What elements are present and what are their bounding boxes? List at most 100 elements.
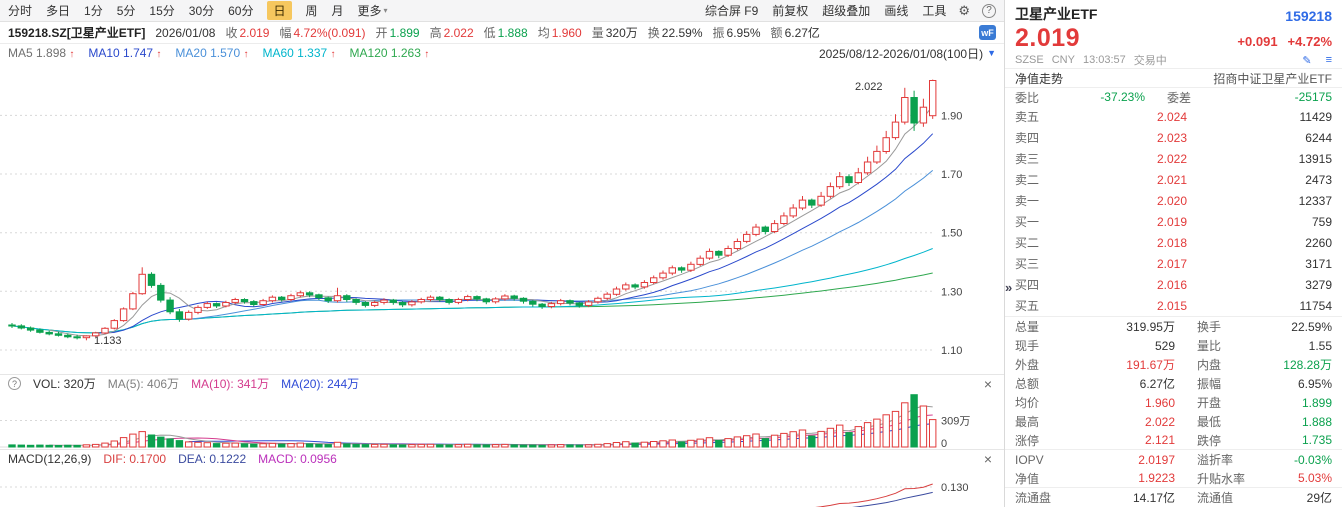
book-price: 2.023 (1156, 130, 1187, 145)
order-book-row-ask[interactable]: 卖一 2.020 12337 (1005, 190, 1342, 211)
stat-value: 319.95万 (1126, 320, 1175, 335)
macd-legend-item: MACD: 0.0956 (258, 452, 337, 466)
stat-value: 1.55 (1308, 338, 1332, 353)
book-price: 2.015 (1156, 298, 1187, 313)
price-row: 2.019 +0.091 +4.72% (1005, 24, 1342, 52)
book-level-label: 卖四 (1015, 131, 1040, 146)
stat-row: 最高 2.022 最低 1.888 (1005, 412, 1342, 431)
help-icon[interactable]: ? (982, 3, 996, 18)
order-book-row-ask[interactable]: 卖二 2.021 2473 (1005, 169, 1342, 190)
stat-value: 1.888 (1301, 414, 1332, 429)
field-开: 开 1.899 (375, 26, 420, 40)
book-level-label: 卖三 (1015, 152, 1040, 167)
macd-legend-item: DIF: 0.1700 (103, 452, 167, 466)
change-value: +0.091 (1237, 34, 1278, 49)
date-range-label: 2025/08/12-2026/01/08(100日) (818, 46, 984, 61)
order-book-row-ask[interactable]: 卖五 2.024 11429 (1005, 106, 1342, 127)
stat-label: 涨停 (1015, 433, 1040, 448)
book-volume: 11429 (1299, 109, 1332, 124)
book-volume: 6244 (1305, 130, 1332, 145)
volume-legend-item: MA(20): 244万 (281, 377, 360, 391)
book-volume: 759 (1311, 214, 1332, 229)
ma-legend-MA60: MA60 1.337 ↑ (262, 46, 336, 60)
trading-status: 交易中 (1133, 55, 1167, 68)
period-月[interactable]: 月 (331, 4, 344, 18)
stat-label: 换手 (1197, 320, 1222, 335)
period-更多[interactable]: 更多 ▾ (357, 4, 388, 18)
period-多日[interactable]: 多日 (46, 4, 71, 18)
tool-工具[interactable]: 工具 (922, 4, 947, 18)
tool-画线[interactable]: 画线 (884, 4, 909, 18)
edit-icon[interactable]: ✎ (1302, 54, 1312, 67)
period-5分[interactable]: 5分 (116, 4, 136, 18)
stat-label: 净值 (1015, 471, 1040, 486)
nav-tab[interactable]: 净值走势 (1015, 71, 1064, 86)
tool-超级叠加[interactable]: 超级叠加 (822, 4, 871, 18)
collapse-panel-icon[interactable]: » (1005, 280, 1013, 295)
period-日[interactable]: 日 (267, 1, 292, 20)
settings-gear-icon[interactable]: ⚙ (958, 2, 970, 18)
stat-label: IOPV (1015, 452, 1044, 467)
period-周[interactable]: 周 (305, 4, 318, 18)
volume-close-icon[interactable]: × (983, 376, 992, 392)
macd-legend: MACD(12,26,9) DIF: 0.1700 DEA: 0.1222 MACD:… (8, 452, 337, 466)
chevron-down-icon: ▾ (383, 6, 388, 15)
volume-pane: 309万 0 (0, 392, 1004, 449)
stat-value: -0.03% (1293, 452, 1332, 467)
book-volume: 2473 (1305, 172, 1332, 187)
book-price: 2.020 (1156, 193, 1187, 208)
indicator-help-icon[interactable]: ? (8, 377, 21, 390)
commission-row: 委比 -37.23% 委差 -25175 (1005, 88, 1342, 106)
book-level-label: 卖一 (1015, 194, 1040, 209)
range-dropdown-icon[interactable]: ▼ (987, 48, 996, 58)
period-1分[interactable]: 1分 (84, 4, 103, 18)
stat-label: 开盘 (1197, 396, 1222, 411)
order-book-row-bid[interactable]: 买五 2.015 11754 (1005, 295, 1342, 316)
order-book-row-bid[interactable]: 买三 2.017 3171 (1005, 253, 1342, 274)
macd-close-icon[interactable]: × (983, 451, 992, 467)
volume-chart[interactable]: 309万 0 (0, 392, 1005, 449)
stats-list: 总量 319.95万 换手 22.59% 现手 529 量比 1.55 外盘 191.67万 内盘 1… (1005, 317, 1342, 507)
svg-text:1.50: 1.50 (941, 228, 962, 240)
order-book-row-bid[interactable]: 买四 2.016 3279 (1005, 274, 1342, 295)
order-book-row-ask[interactable]: 卖四 2.023 6244 (1005, 127, 1342, 148)
macd-chart[interactable]: 0.130 (0, 468, 1005, 507)
stat-row: IOPV 2.0197 溢折率 -0.03% (1005, 450, 1342, 469)
period-15分[interactable]: 15分 (149, 4, 175, 18)
tool-前复权[interactable]: 前复权 (772, 4, 809, 18)
field-低: 低 1.888 (483, 26, 528, 40)
macd-legend-item: MACD(12,26,9) (8, 452, 92, 466)
book-price: 2.018 (1156, 235, 1187, 250)
menu-icon[interactable]: ≡ (1325, 54, 1332, 67)
toolbar-tools: 综合屏 F9 前复权 超级叠加 画线 工具 (705, 2, 946, 19)
book-level-label: 买一 (1015, 215, 1040, 230)
order-book-row-bid[interactable]: 买二 2.018 2260 (1005, 232, 1342, 253)
etf-name: 卫星产业ETF (1015, 6, 1098, 22)
period-分时[interactable]: 分时 (8, 4, 33, 18)
order-book-row-ask[interactable]: 卖三 2.022 13915 (1005, 148, 1342, 169)
svg-text:1.10: 1.10 (941, 345, 962, 357)
stat-value: 6.95% (1297, 376, 1332, 391)
volume-legend-item: MA(10): 341万 (191, 377, 270, 391)
period-30分[interactable]: 30分 (188, 4, 215, 18)
book-volume: 11754 (1299, 298, 1332, 313)
period-60分[interactable]: 60分 (228, 4, 254, 18)
stat-value: 2.022 (1144, 414, 1175, 429)
order-book-row-bid[interactable]: 买一 2.019 759 (1005, 211, 1342, 232)
etf-code[interactable]: 159218 (1285, 8, 1332, 24)
book-volume: 2260 (1305, 235, 1332, 250)
candlestick-chart[interactable]: 1.10 1.30 1.50 1.70 1.90 2.022 1.133 (0, 62, 1005, 374)
trend-arrow-icon: ↑ (156, 49, 162, 60)
last-price: 2.019 (1015, 24, 1081, 52)
stat-label: 最高 (1015, 415, 1040, 430)
stat-label: 量比 (1197, 339, 1222, 354)
currency-label: CNY (1051, 54, 1075, 67)
stat-value: 128.28万 (1283, 358, 1332, 373)
volume-legend-item: MA(5): 406万 (107, 377, 180, 391)
trend-arrow-icon: ↑ (330, 49, 336, 60)
volume-header: ? VOL: 320万 MA(5): 406万 MA(10): 341万 MA(20)… (0, 374, 1004, 392)
svg-text:1.30: 1.30 (941, 286, 962, 298)
wencai-icon[interactable]: wF (979, 25, 996, 40)
tool-综合屏 F9[interactable]: 综合屏 F9 (704, 4, 759, 18)
field-收: 收 2.019 (225, 26, 270, 40)
